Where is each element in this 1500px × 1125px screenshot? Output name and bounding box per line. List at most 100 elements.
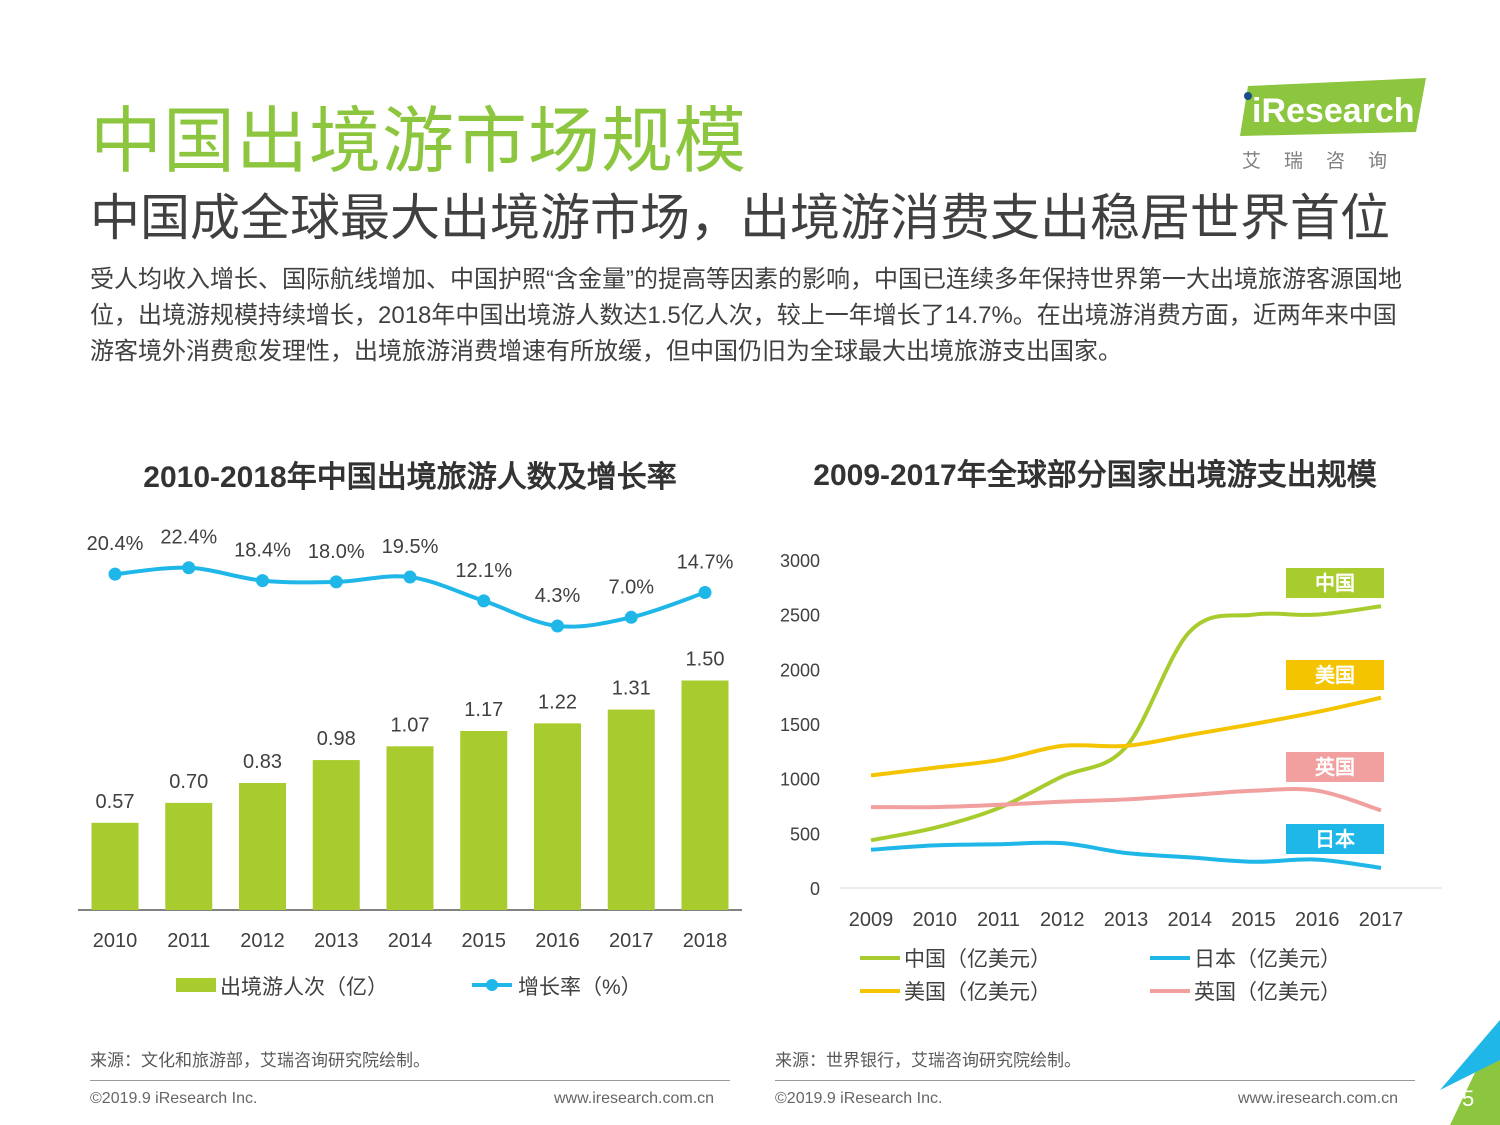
x-tick-label: 2010: [913, 909, 958, 931]
growth-point-2015: [477, 594, 491, 608]
footer-url: www.iresearch.com.cn: [1238, 1090, 1399, 1107]
x-tick-label: 2013: [1104, 909, 1149, 931]
x-tick-label: 2017: [609, 930, 654, 952]
intro-paragraph: 受人均收入增长、国际航线增加、中国护照“含金量”的提高等因素的影响，中国已连续多…: [90, 266, 1402, 365]
x-tick-label: 2009: [849, 909, 894, 931]
series-line-英国: [870, 787, 1382, 813]
growth-value-label: 18.0%: [308, 541, 365, 563]
growth-value-label: 12.1%: [455, 560, 512, 582]
series-tag-label: 英国: [1315, 755, 1355, 779]
x-tick-label: 2016: [535, 930, 580, 952]
series-tag-label: 美国: [1315, 663, 1355, 687]
x-tick-label: 2011: [977, 909, 1020, 931]
footer-divider: [775, 1080, 1415, 1081]
page-title: 中国出境游市场规模: [90, 102, 748, 182]
y-tick-label: 2000: [780, 660, 820, 680]
footer-copyright: ©2019.9 iResearch Inc.: [90, 1090, 258, 1107]
bar-2015: [460, 730, 508, 910]
series-line-日本: [870, 840, 1382, 870]
x-tick-label: 2014: [1168, 909, 1213, 931]
legend-label: 日本（亿美元）: [1194, 948, 1341, 971]
x-tick-label: 2016: [1295, 909, 1340, 931]
growth-value-label: 7.0%: [608, 576, 654, 598]
growth-point-2014: [403, 570, 417, 584]
legend-bar-label: 出境游人次（亿）: [220, 976, 388, 999]
page-number: 5: [1462, 1086, 1475, 1111]
legend-line-marker: [486, 979, 498, 991]
bar-value-label: 1.50: [686, 649, 725, 671]
legend-label: 中国（亿美元）: [904, 948, 1051, 971]
growth-point-2010: [108, 567, 122, 581]
footer-url: www.iresearch.com.cn: [554, 1090, 715, 1107]
growth-value-label: 4.3%: [535, 585, 581, 607]
x-tick-label: 2013: [314, 930, 359, 952]
series-tag-label: 中国: [1315, 571, 1355, 595]
series-tag-日本: [1286, 824, 1384, 854]
x-tick-label: 2012: [240, 930, 285, 952]
bar-2016: [534, 723, 581, 910]
bar-2011: [165, 802, 213, 910]
bar-value-label: 1.22: [538, 691, 577, 713]
corner-decoration: [1440, 1020, 1500, 1125]
iresearch-logo: [1240, 78, 1426, 136]
legend-label: 英国（亿美元）: [1194, 981, 1341, 1004]
bar-2014: [386, 746, 434, 910]
bar-2012: [239, 783, 286, 910]
y-tick-label: 1500: [780, 715, 820, 735]
y-tick-label: 1000: [780, 770, 820, 790]
chart2-source: 来源：世界银行，艾瑞咨询研究院绘制。: [775, 1051, 1081, 1070]
chart2-line: 0 500 1000 1500 2000 2500 3000 2009 2010 2011 2012…: [780, 551, 1442, 1004]
growth-value-label: 14.7%: [677, 552, 734, 574]
growth-point-2013: [329, 575, 343, 589]
growth-value-label: 22.4%: [160, 527, 217, 549]
bar-value-label: 0.83: [243, 751, 282, 773]
chart1-bar-line: 0.57 2010 0.70 2011 0.83 2012 0.98 2013 1.07 2014…: [78, 527, 742, 999]
growth-point-2017: [624, 610, 638, 624]
series-tag-美国: [1286, 660, 1384, 690]
growth-point-2011: [182, 561, 196, 575]
growth-value-label: 18.4%: [234, 540, 291, 562]
x-tick-label: 2011: [167, 930, 210, 952]
logo-green-banner: [1240, 78, 1426, 136]
bar-value-label: 1.17: [464, 699, 503, 721]
chart2-title: 2009-2017年全球部分国家出境游支出规模: [813, 459, 1377, 492]
legend-line-label: 增长率（%）: [518, 976, 642, 999]
y-tick-label: 2500: [780, 606, 820, 626]
corner-blue-shape: [1440, 1020, 1500, 1090]
y-tick-label: 3000: [780, 551, 820, 571]
x-tick-label: 2017: [1359, 909, 1404, 931]
logo-dot: [1244, 92, 1252, 100]
bar-2017: [607, 709, 655, 910]
x-tick-label: 2015: [1231, 909, 1276, 931]
bar-value-label: 0.70: [169, 771, 208, 793]
growth-value-label: 19.5%: [382, 536, 439, 558]
x-tick-label: 2015: [462, 930, 507, 952]
y-tick-label: 0: [810, 879, 820, 899]
bar-value-label: 1.31: [612, 678, 651, 700]
series-tag-英国: [1286, 752, 1384, 782]
x-tick-label: 2010: [93, 930, 138, 952]
y-tick-label: 500: [790, 824, 820, 844]
bar-value-label: 0.57: [96, 791, 135, 813]
series-tag-label: 日本: [1315, 828, 1355, 851]
bar-2018: [681, 680, 729, 910]
chart1-source: 来源：文化和旅游部，艾瑞咨询研究院绘制。: [90, 1051, 430, 1070]
chart1-title: 2010-2018年中国出境旅游人数及增长率: [143, 461, 677, 494]
series-line-中国: [870, 604, 1382, 843]
series-tag-中国: [1286, 568, 1384, 598]
bar-2010: [91, 822, 139, 910]
x-tick-label: 2014: [388, 930, 433, 952]
x-tick-label: 2018: [683, 930, 728, 952]
legend-label: 美国（亿美元）: [904, 981, 1051, 1004]
growth-point-2012: [256, 574, 269, 588]
growth-point-2016: [551, 619, 564, 633]
bar-2013: [312, 760, 360, 910]
logo-wordmark: iResearch: [1252, 92, 1415, 130]
x-tick-label: 2012: [1040, 909, 1085, 931]
footer-divider: [90, 1080, 730, 1081]
growth-value-label: 20.4%: [87, 533, 144, 555]
logo-chinese: 艾瑞咨询: [1242, 151, 1411, 172]
page-subtitle: 中国成全球最大出境游市场，出境游消费支出稳居世界首位: [90, 190, 1390, 246]
legend-bar-swatch: [176, 978, 216, 992]
series-line-美国: [870, 695, 1382, 778]
